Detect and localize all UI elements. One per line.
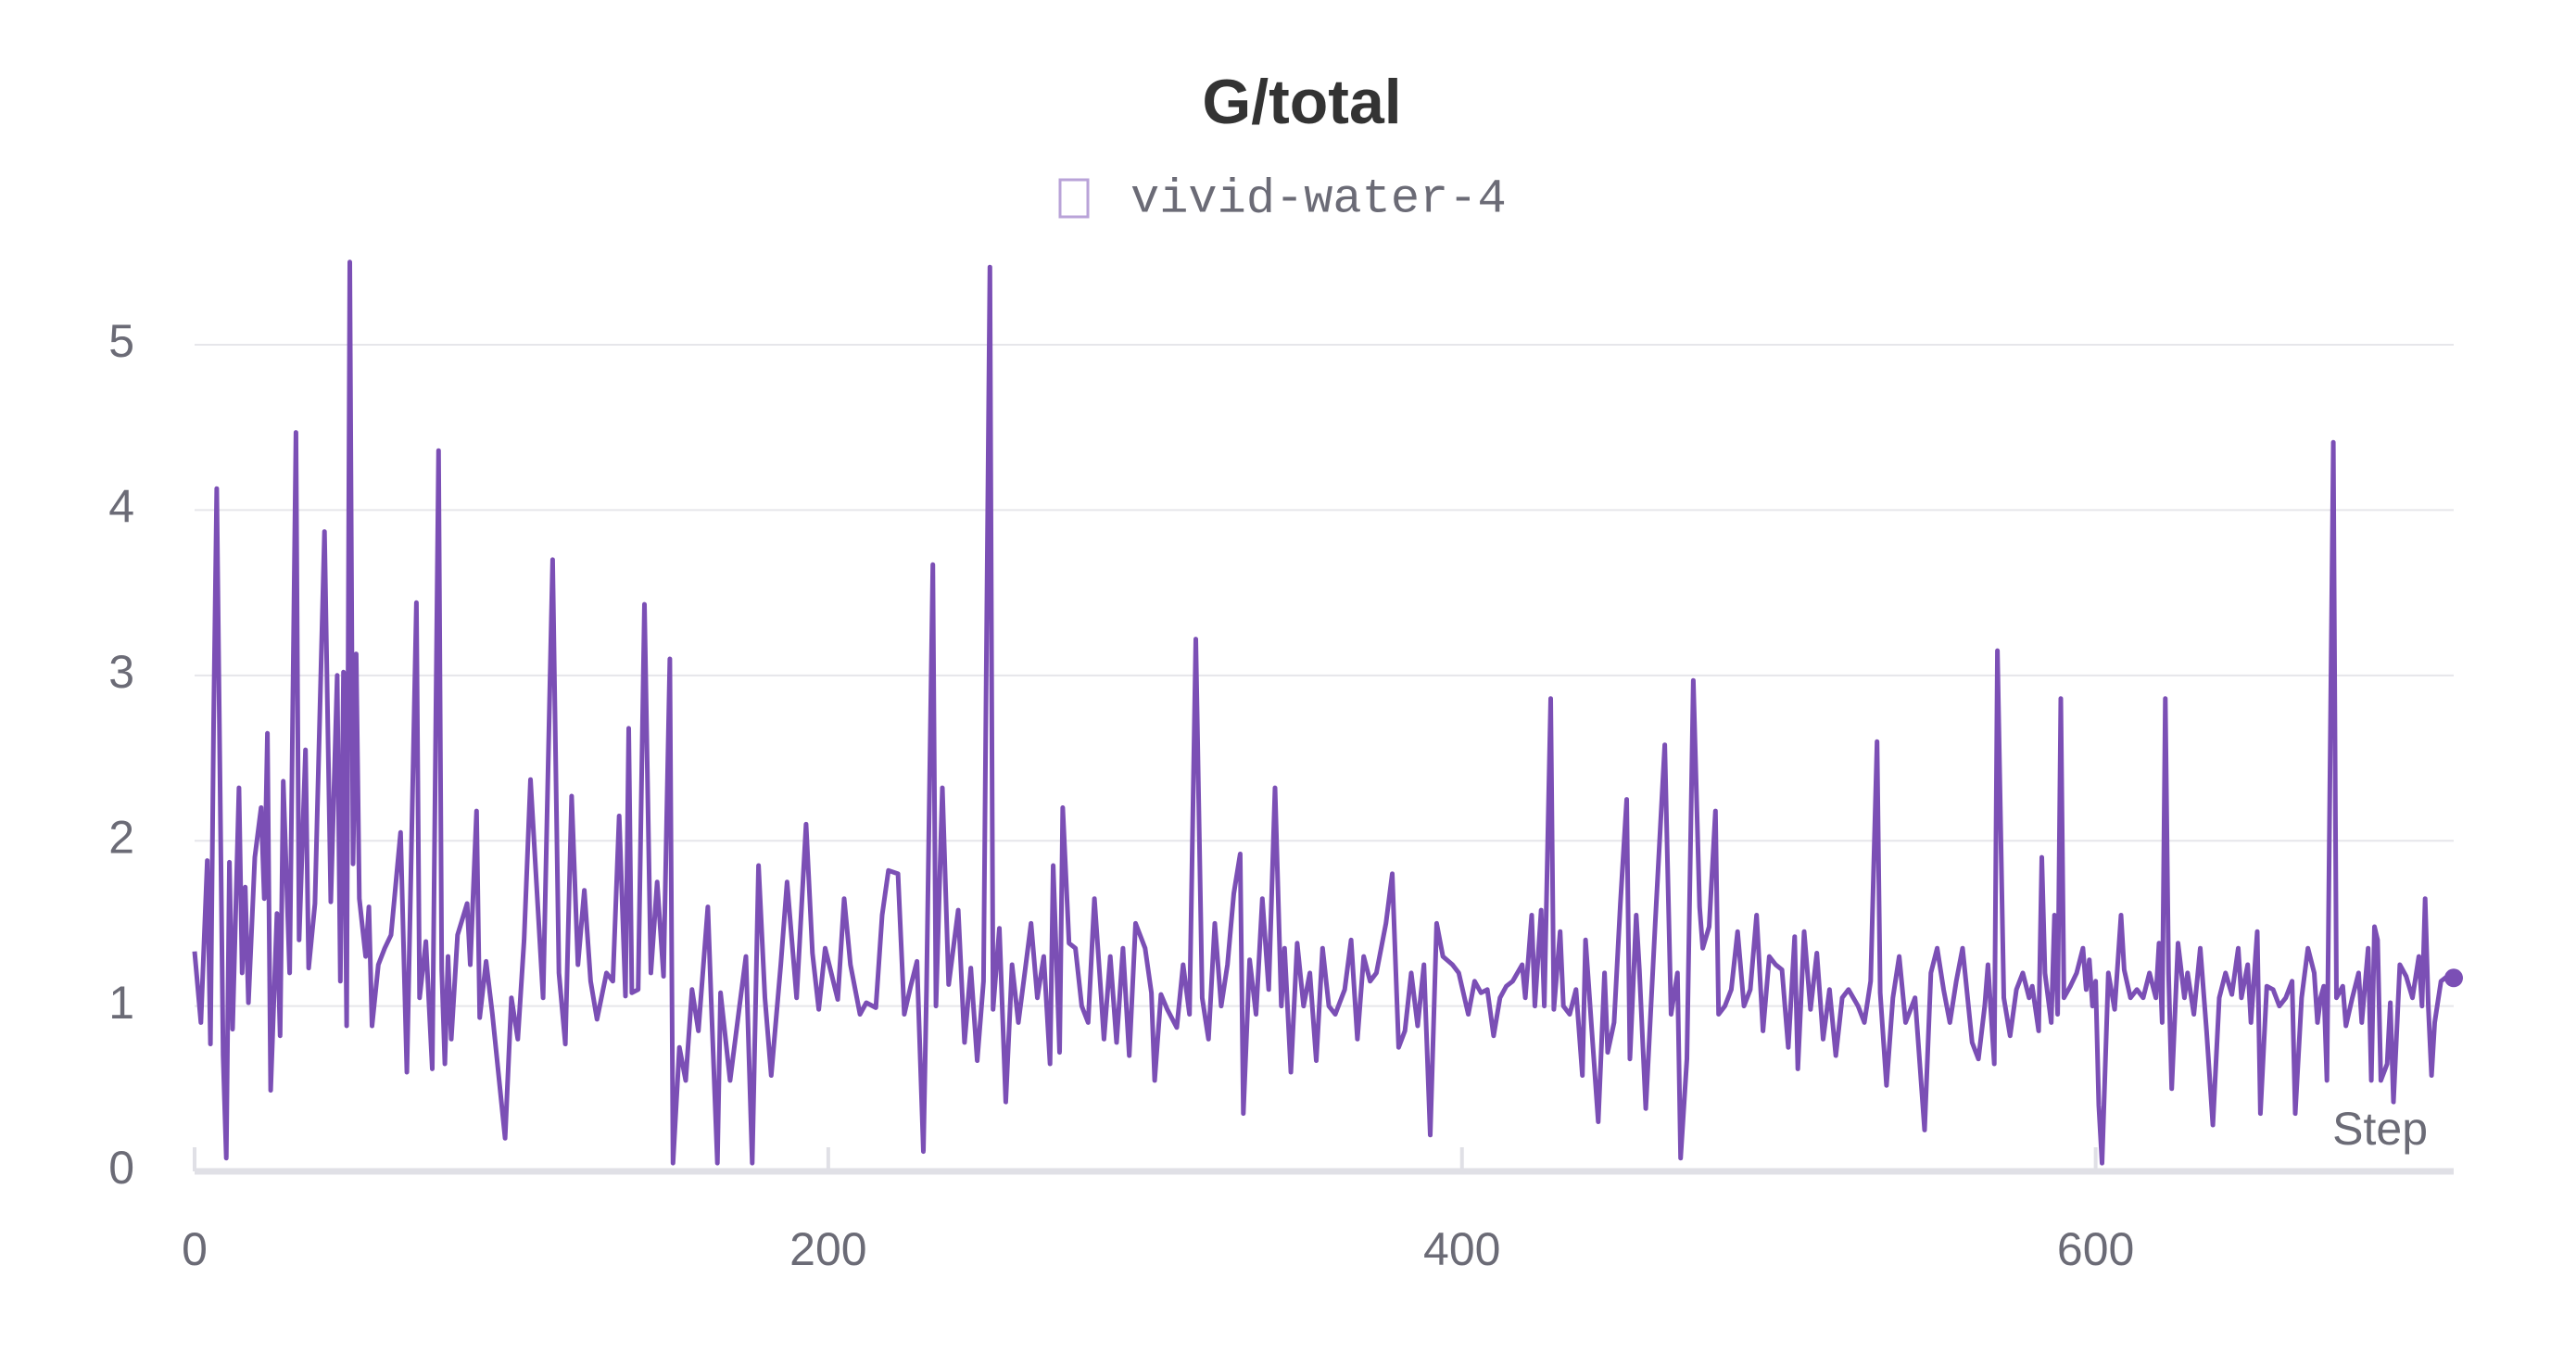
x-axis-label: Step — [2332, 1103, 2428, 1155]
y-tick-label: 0 — [108, 1142, 134, 1194]
y-tick-label: 5 — [108, 315, 134, 367]
y-tick-label: 3 — [108, 646, 134, 698]
chart-title: G/total — [1202, 67, 1401, 137]
x-tick-label: 600 — [2057, 1223, 2134, 1275]
x-tick-label: 0 — [182, 1223, 208, 1275]
y-tick-label: 1 — [108, 977, 134, 1029]
legend-swatch — [1058, 178, 1090, 219]
legend-entry[interactable]: vivid-water-4 — [1130, 172, 1507, 227]
series-line — [192, 259, 2455, 1166]
x-tick-label: 400 — [1423, 1223, 1500, 1275]
end-point — [2444, 968, 2463, 988]
x-tick-label: 200 — [789, 1223, 866, 1275]
y-tick-label: 4 — [108, 481, 134, 533]
y-tick-label: 2 — [108, 811, 134, 863]
